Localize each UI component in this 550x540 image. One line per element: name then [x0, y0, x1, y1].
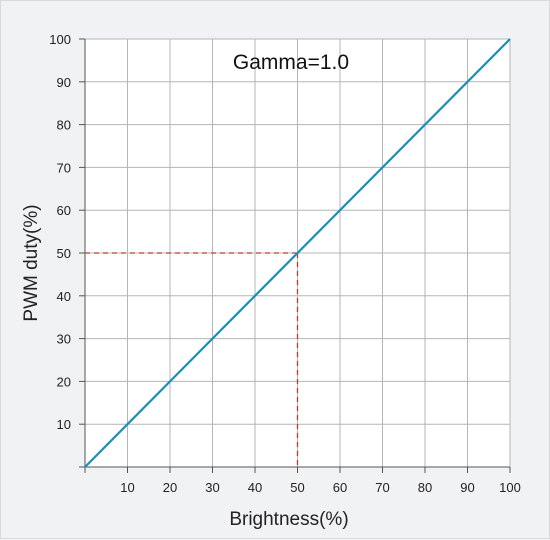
y-tick-label-40: 40: [57, 289, 71, 304]
y-tick-label-10: 10: [57, 417, 71, 432]
x-tick-label-30: 30: [205, 480, 219, 495]
y-axis-label: PWM duty(%): [21, 204, 42, 321]
y-tick-label-100: 100: [49, 32, 71, 47]
y-tick-label-30: 30: [57, 332, 71, 347]
y-tick-label-90: 90: [57, 75, 71, 90]
x-tick-label-40: 40: [248, 480, 262, 495]
x-tick-label-20: 20: [163, 480, 177, 495]
y-tick-label-70: 70: [57, 160, 71, 175]
series-line-0: [84, 38, 511, 468]
y-tick-label-20: 20: [57, 374, 71, 389]
x-tick-label-90: 90: [460, 480, 474, 495]
x-tick-label-60: 60: [333, 480, 347, 495]
x-tick-label-100: 100: [499, 480, 521, 495]
series-group: [84, 38, 511, 468]
x-tick-label-10: 10: [120, 480, 134, 495]
x-axis-label: Brightness(%): [229, 509, 348, 530]
chart-title: Gamma=1.0: [233, 51, 349, 74]
y-tick-label-80: 80: [57, 118, 71, 133]
x-tick-label-70: 70: [375, 480, 389, 495]
x-tick-label-80: 80: [418, 480, 432, 495]
y-tick-label-50: 50: [57, 246, 71, 261]
y-tick-label-60: 60: [57, 203, 71, 218]
tick-labels: 10 20 30 40 50 60 70 80 90 100 10 20 30 40 50 60 70 80 90 1…: [49, 32, 521, 495]
x-tick-label-50: 50: [290, 480, 304, 495]
